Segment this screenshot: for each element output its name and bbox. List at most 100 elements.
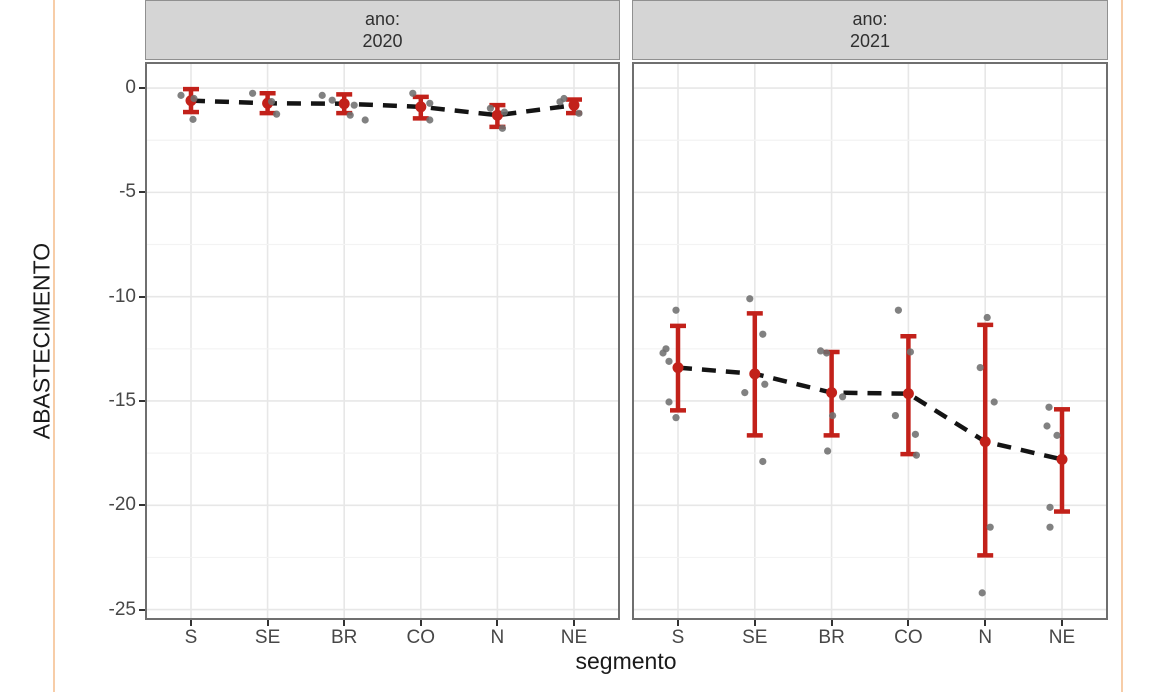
errorbar-NE [1054,407,1070,514]
data-point [1046,523,1054,531]
x-tick-label-BR-2021: BR [818,627,845,648]
x-tick-mark [266,620,269,626]
data-point [759,330,767,338]
right-page-border [1121,0,1123,692]
data-point [659,349,667,357]
facet-strip-2020-var: ano: [364,8,401,29]
x-tick-mark [984,620,987,626]
x-tick-mark [419,620,422,626]
data-point [346,111,354,119]
data-point [190,94,198,103]
data-point [575,109,583,117]
mean-point-N [491,109,503,121]
data-point [486,104,494,112]
y-tick-mark [139,608,145,611]
data-point [665,357,673,365]
facet-strip-2020-value: 2020 [362,31,403,51]
errorbar-SE [259,91,276,116]
data-point [328,96,336,104]
errorbar-S [670,323,686,413]
data-point [759,457,767,466]
y-tick-mark [139,191,145,194]
data-point [318,91,326,99]
x-tick-mark [573,620,575,626]
data-point [249,89,257,97]
x-tick-label-S-2020: S [184,627,198,648]
y-tick-mark [139,504,145,507]
mean-point-CO [902,388,914,400]
x-tick-mark [830,620,833,626]
y-axis-title: ABASTECIMENTO [28,242,55,440]
data-point [839,393,847,401]
x-tick-mark [907,620,910,626]
errorbar-CO [412,94,429,121]
data-point [829,411,837,420]
data-point [906,348,914,356]
data-point [1046,503,1054,511]
mean-point-S [672,362,684,374]
x-tick-label-N-2020: N [490,627,505,648]
mean-point-CO [415,101,427,113]
x-tick-label-SE-2020: SE [254,627,281,648]
data-point [976,363,984,372]
y-tick-label--15: -15 [108,389,136,411]
data-point [891,411,899,420]
data-point [273,110,281,118]
y-tick-label--5: -5 [119,181,136,203]
x-tick-label-CO-2020: CO [406,627,436,648]
y-tick-label--10: -10 [108,285,136,307]
data-point [894,306,902,314]
mean-point-BR [338,98,350,110]
mean-point-NE [1056,453,1068,465]
facet-chart-2021 [634,64,1106,618]
data-point [189,115,197,123]
data-point [672,414,680,422]
data-point [912,451,920,459]
facet-strip-2021: ano: 2021 [632,0,1108,60]
data-point [823,349,831,357]
errorbar-SE [746,311,763,438]
data-point [986,523,994,531]
data-point [409,89,417,97]
x-tick-mark [677,620,679,626]
data-point [500,108,508,116]
data-point [672,306,680,314]
data-point [1053,431,1061,439]
x-tick-mark [753,620,756,626]
facet-chart-2020 [147,64,618,618]
data-point [911,430,919,438]
data-point [498,124,506,132]
y-tick-label-0: 0 [125,77,136,99]
mean-point-BR [826,387,838,399]
x-tick-mark [1061,620,1063,626]
panel-2020 [145,62,620,620]
data-point [746,295,754,303]
x-axis-title: segmento [575,648,677,674]
data-point [990,398,998,406]
errorbar-N [977,322,994,558]
x-tick-label-N-2021: N [978,627,993,648]
data-point [824,447,832,455]
x-tick-label-NE-2020: NE [560,627,588,648]
y-tick-label--25: -25 [108,598,136,620]
data-point [761,380,769,388]
y-tick-label--20: -20 [108,494,136,516]
data-point [556,98,564,106]
mean-point-NE [568,99,580,111]
x-tick-mark [343,620,346,626]
facet-strip-2021-value: 2021 [849,31,891,51]
data-point [350,101,358,109]
facet-strip-2020: ano: 2020 [145,0,620,60]
y-tick-mark [139,399,145,402]
x-tick-label-SE-2021: SE [742,627,768,648]
data-point [361,116,369,124]
x-tick-label-S-2021: S [671,627,685,648]
y-tick-mark [139,295,145,298]
left-page-border [53,0,55,692]
data-point [665,398,673,406]
data-point [983,313,991,322]
data-point [1045,403,1053,411]
errorbar-BR [823,349,840,438]
mean-point-N [979,436,991,448]
